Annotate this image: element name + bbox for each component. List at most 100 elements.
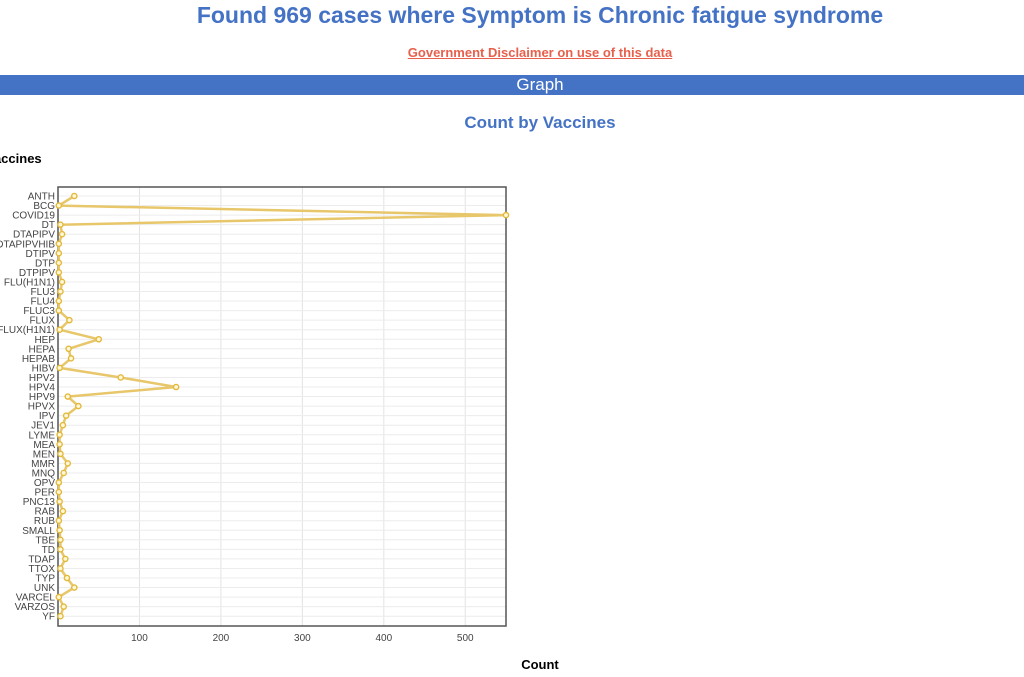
data-point[interactable] (67, 355, 75, 362)
data-point[interactable] (62, 555, 69, 563)
data-point[interactable] (55, 249, 63, 257)
y-tick-label: VARZOS (15, 602, 56, 613)
data-point[interactable] (55, 259, 63, 267)
data-point[interactable] (63, 574, 71, 582)
data-point[interactable] (55, 297, 63, 305)
y-tick-label: MEA (33, 440, 55, 451)
y-tick-label: FLU3 (31, 287, 56, 298)
data-point[interactable] (57, 546, 64, 553)
y-tick-label: VARCEL (16, 593, 56, 604)
data-point[interactable] (70, 192, 78, 200)
data-point[interactable] (56, 498, 63, 505)
y-tick-label: DT (42, 220, 55, 231)
y-tick-label: COVID19 (12, 211, 55, 222)
y-tick-label: HEPA (29, 344, 56, 355)
page-title: Found 969 cases where Symptom is Chronic… (196, 2, 884, 28)
y-tick-label: FLUC3 (23, 306, 55, 317)
y-tick-labels: ANTHBCGCOVID19DTDTAPIPVDTAPIPVHIBDTIPVDT… (0, 192, 55, 623)
y-tick-label: YF (42, 612, 55, 623)
data-point[interactable] (57, 288, 64, 295)
y-tick-label: LYME (29, 430, 56, 441)
y-tick-label: HIBV (32, 363, 56, 374)
data-point[interactable] (55, 307, 63, 314)
data-point[interactable] (117, 374, 125, 381)
data-point[interactable] (64, 460, 72, 467)
y-tick-label: SMALL (22, 526, 55, 537)
data-point[interactable] (59, 507, 67, 515)
data-point[interactable] (56, 526, 63, 534)
data-point[interactable] (59, 421, 67, 429)
data-point[interactable] (57, 221, 64, 228)
x-tick-label: 300 (294, 633, 311, 644)
series-points (55, 192, 510, 620)
x-tick-label: 100 (131, 633, 148, 644)
x-tick-labels: 100 200 300 400 500 (131, 633, 474, 644)
data-point[interactable] (57, 536, 64, 544)
y-tick-label: OPV (34, 478, 55, 489)
y-tick-label: RAB (34, 507, 55, 518)
x-tick-label: 500 (457, 633, 474, 644)
data-point[interactable] (56, 326, 63, 334)
data-point[interactable] (57, 565, 64, 572)
data-point[interactable] (57, 450, 64, 458)
government-disclaimer-link[interactable]: Government Disclaimer on use of this dat… (407, 45, 673, 60)
y-tick-label: DTAPIPV (13, 230, 55, 241)
y-tick-label: TDAP (28, 554, 55, 565)
data-point[interactable] (55, 202, 63, 209)
y-tick-label: TTOX (29, 564, 56, 575)
y-tick-label: HPV2 (29, 373, 56, 384)
y-tick-label: ANTH (28, 192, 55, 203)
data-point[interactable] (55, 488, 63, 496)
data-point[interactable] (64, 393, 72, 400)
data-point[interactable] (70, 584, 78, 591)
data-point[interactable] (75, 402, 82, 410)
data-point[interactable] (55, 240, 63, 248)
y-tick-label: UNK (34, 583, 55, 594)
plot-frame (57, 186, 507, 627)
data-point[interactable] (60, 469, 68, 477)
data-point[interactable] (56, 440, 63, 448)
y-tick-label: DTIPV (26, 249, 56, 260)
y-tick-label: HEP (34, 335, 55, 346)
data-point[interactable] (172, 383, 180, 391)
y-tick-label: MNQ (32, 468, 56, 479)
graph-section-label: Graph (516, 75, 564, 94)
y-tick-label: FLUX (29, 316, 55, 327)
y-tick-label: PER (34, 488, 55, 499)
chart-grid (58, 187, 506, 626)
data-point[interactable] (55, 269, 63, 276)
y-axis-title: Vaccines (0, 151, 42, 166)
x-axis-title: Count (521, 657, 559, 672)
data-point[interactable] (58, 278, 66, 286)
data-point[interactable] (65, 345, 72, 353)
data-point[interactable] (56, 364, 63, 372)
data-point[interactable] (62, 412, 70, 419)
y-tick-label: TBE (36, 535, 56, 546)
data-point[interactable] (58, 230, 66, 238)
data-point[interactable] (95, 335, 103, 343)
y-tick-label: BCG (33, 201, 55, 212)
y-tick-label: HPV4 (29, 383, 56, 394)
data-point[interactable] (57, 612, 64, 620)
y-tick-label: PNC13 (23, 497, 56, 508)
data-point[interactable] (60, 603, 68, 610)
y-tick-label: MEN (33, 449, 55, 460)
x-tick-label: 200 (213, 633, 230, 644)
data-point[interactable] (55, 517, 63, 525)
y-tick-label: IPV (39, 411, 55, 422)
data-point[interactable] (502, 211, 510, 219)
y-tick-label: TD (42, 545, 55, 556)
y-tick-label: DTPIPV (19, 268, 55, 279)
y-tick-label: FLUX(H1N1) (0, 325, 55, 336)
data-point[interactable] (66, 316, 73, 324)
data-point[interactable] (55, 593, 63, 601)
data-point[interactable] (56, 431, 63, 439)
y-tick-label: HPVX (28, 402, 56, 413)
y-tick-label: HPV9 (29, 392, 56, 403)
y-tick-label: FLU(H1N1) (4, 277, 55, 288)
data-point[interactable] (55, 479, 63, 486)
y-tick-label: FLU4 (31, 297, 56, 308)
y-tick-label: RUB (34, 516, 55, 527)
y-tick-label: HEPAB (22, 354, 55, 365)
